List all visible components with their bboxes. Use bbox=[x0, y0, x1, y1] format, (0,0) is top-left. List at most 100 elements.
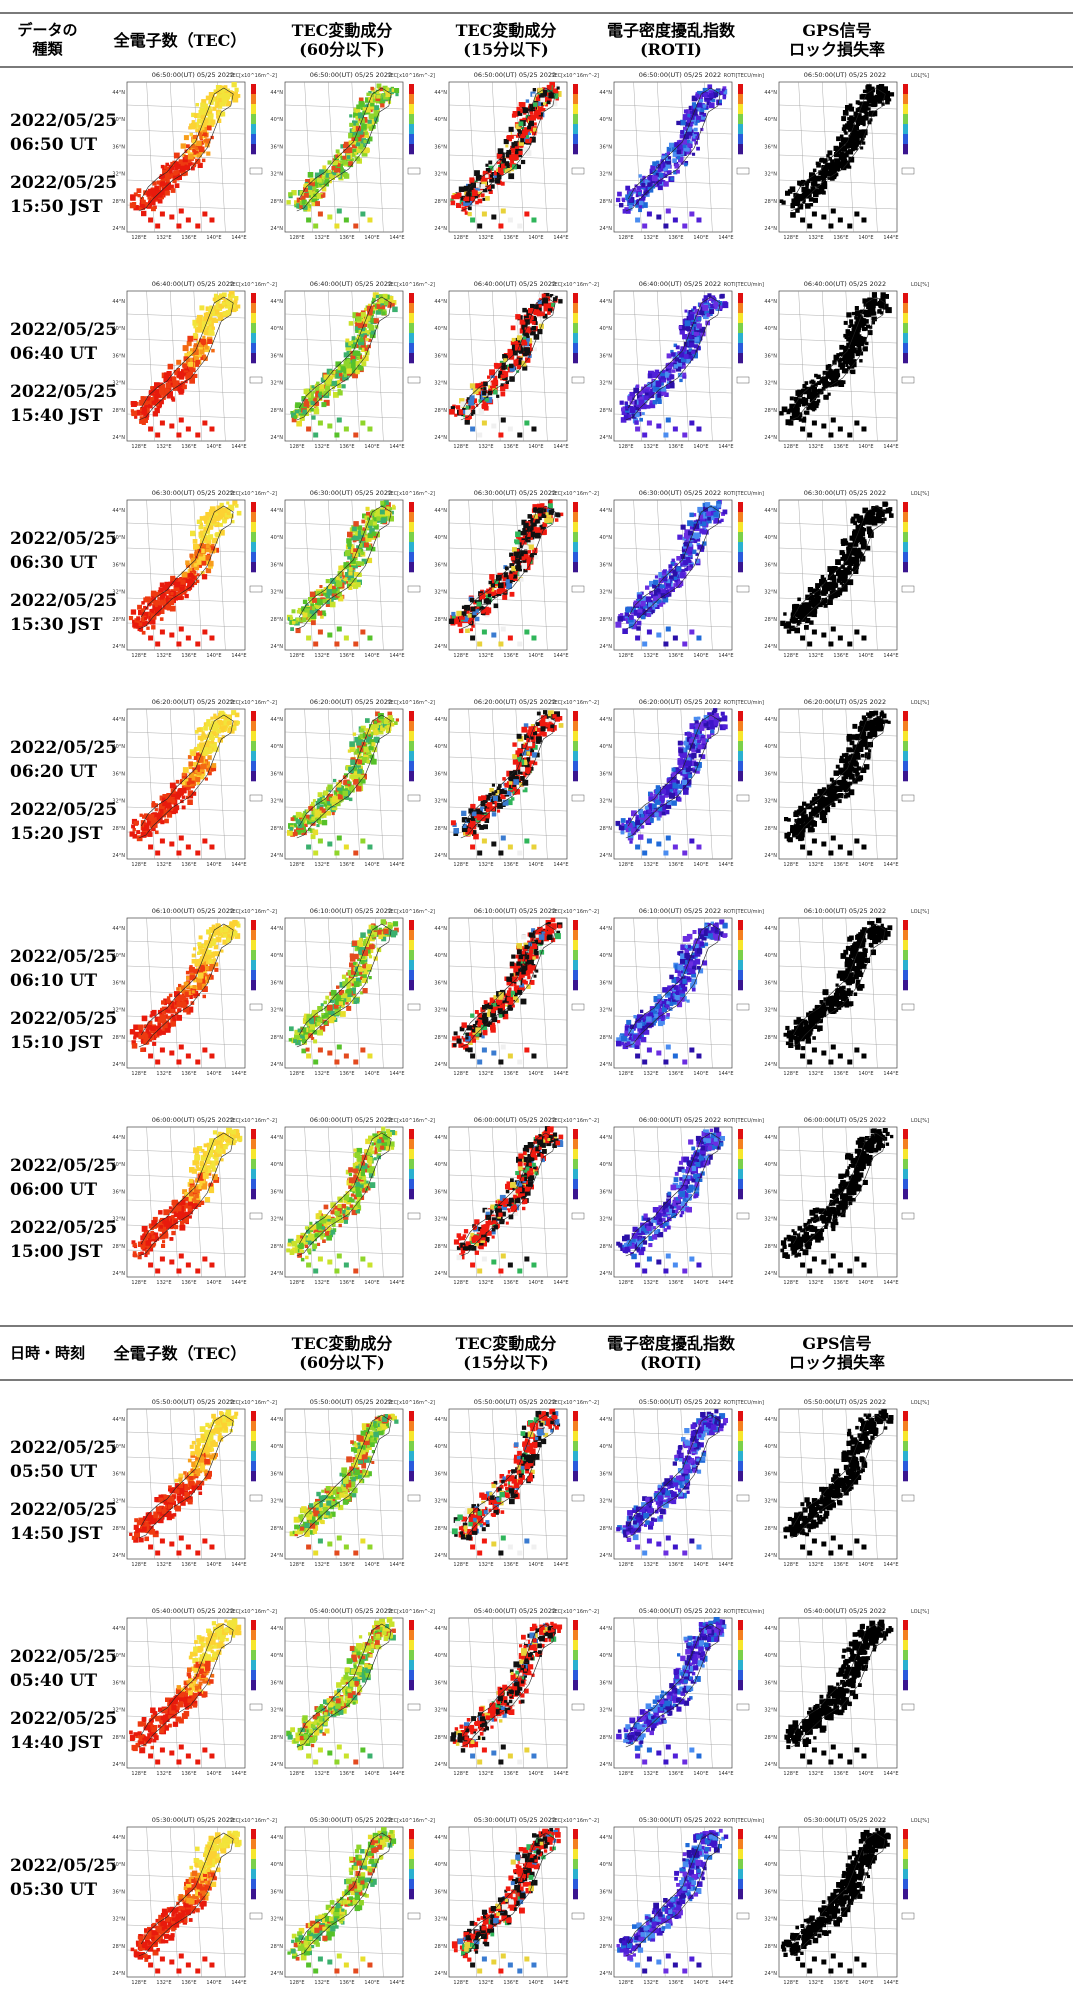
lat-tick-label: 40°N bbox=[599, 535, 612, 541]
colorbar bbox=[737, 1829, 749, 1919]
colorbar bbox=[572, 1129, 584, 1219]
lon-tick-label: 136°E bbox=[668, 653, 683, 659]
header-label: 日時・時刻 bbox=[0, 1327, 95, 1379]
lat-tick-label: 40°N bbox=[112, 953, 125, 959]
colorbar bbox=[902, 293, 914, 383]
lon-tick-label: 132°E bbox=[478, 1980, 493, 1986]
colorbar bbox=[902, 1411, 914, 1501]
lat-tick-label: 28°N bbox=[434, 199, 447, 205]
map-plot: 05:50:00(UT) 05/25 2022TEC[x10^16m^-2]44… bbox=[105, 1397, 281, 1577]
lon-tick-label: 144°E bbox=[231, 862, 246, 868]
lat-tick-label: 32°N bbox=[112, 1917, 125, 1923]
lon-tick-label: 132°E bbox=[478, 444, 493, 450]
lon-tick-label: 132°E bbox=[156, 1771, 171, 1777]
lat-tick-label: 44°N bbox=[112, 508, 125, 514]
colorbar bbox=[572, 920, 584, 1010]
lat-tick-label: 44°N bbox=[270, 1417, 283, 1423]
lon-tick-label: 140°E bbox=[858, 862, 873, 868]
lat-tick-label: 24°N bbox=[764, 1553, 777, 1559]
lat-tick-label: 24°N bbox=[270, 853, 283, 859]
lat-tick-label: 40°N bbox=[599, 1444, 612, 1450]
lat-tick-label: 36°N bbox=[270, 1680, 283, 1686]
lon-tick-label: 140°E bbox=[858, 1562, 873, 1568]
map-plot: 06:10:00(UT) 05/25 2022TEC[x10^16m^-2]44… bbox=[427, 906, 603, 1086]
column-header-tec: 全電子数（TEC） bbox=[100, 1327, 260, 1379]
lat-tick-label: 44°N bbox=[599, 1835, 612, 1841]
lon-tick-label: 132°E bbox=[478, 235, 493, 241]
lon-tick-label: 144°E bbox=[389, 1771, 404, 1777]
lat-tick-label: 40°N bbox=[764, 117, 777, 123]
row-jst-datetime: 2022/05/25 14:50 JST bbox=[10, 1498, 117, 1546]
lon-tick-label: 144°E bbox=[553, 653, 568, 659]
map-plot: 05:40:00(UT) 05/25 2022TEC[x10^16m^-2]44… bbox=[427, 1606, 603, 1786]
lon-tick-label: 140°E bbox=[693, 1280, 708, 1286]
lat-tick-label: 24°N bbox=[112, 644, 125, 650]
lon-tick-label: 128°E bbox=[131, 1980, 146, 1986]
lat-tick-label: 24°N bbox=[270, 644, 283, 650]
lat-tick-label: 28°N bbox=[270, 617, 283, 623]
lon-tick-label: 128°E bbox=[618, 653, 633, 659]
lat-tick-label: 28°N bbox=[270, 1244, 283, 1250]
lat-tick-label: 44°N bbox=[599, 299, 612, 305]
map-timestamp: 06:10:00(UT) 05/25 2022 bbox=[474, 907, 556, 915]
lat-tick-label: 28°N bbox=[764, 1735, 777, 1741]
colorbar bbox=[408, 502, 420, 592]
lon-tick-label: 140°E bbox=[528, 235, 543, 241]
lon-tick-label: 132°E bbox=[808, 235, 823, 241]
lat-tick-label: 28°N bbox=[599, 1735, 612, 1741]
map-plot: 06:10:00(UT) 05/25 2022TEC[x10^16m^-2]44… bbox=[263, 906, 439, 1086]
map-plot: 06:30:00(UT) 05/25 2022TEC[x10^16m^-2]44… bbox=[263, 488, 439, 668]
lon-tick-label: 128°E bbox=[783, 1280, 798, 1286]
lat-tick-label: 24°N bbox=[434, 1062, 447, 1068]
lat-tick-label: 32°N bbox=[599, 799, 612, 805]
lat-tick-label: 40°N bbox=[112, 1862, 125, 1868]
